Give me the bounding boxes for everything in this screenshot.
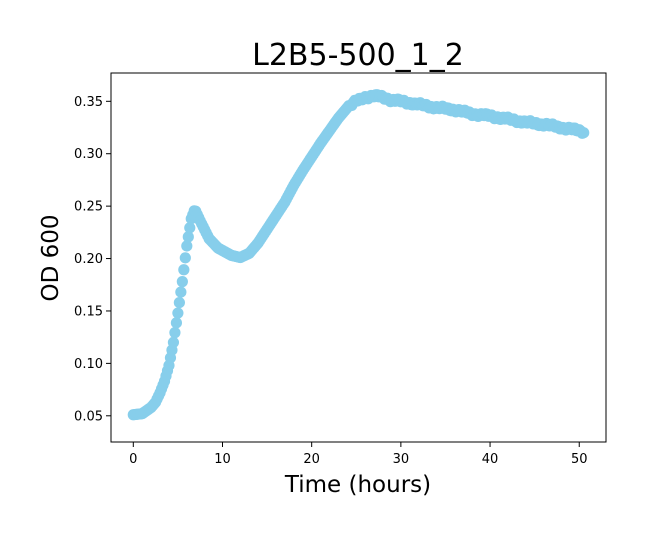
data-point xyxy=(184,222,196,234)
y-tick-label: 0.05 xyxy=(74,409,103,424)
x-axis: 0 10 20 30 40 50 xyxy=(129,442,588,467)
data-point xyxy=(167,336,180,349)
data-point xyxy=(179,252,191,264)
y-axis-label: OD 600 xyxy=(38,214,64,301)
y-tick-label: 0.30 xyxy=(74,147,103,162)
x-tick-label: 20 xyxy=(303,452,320,467)
x-tick-label: 0 xyxy=(129,452,137,467)
x-tick-label: 10 xyxy=(214,452,231,467)
data-point xyxy=(182,231,194,243)
x-tick-label: 50 xyxy=(571,452,588,467)
data-point xyxy=(172,307,184,319)
x-tick-label: 30 xyxy=(393,452,410,467)
y-axis: 0.05 0.10 0.15 0.20 0.25 0.30 0.35 xyxy=(74,95,111,424)
x-tick-label: 40 xyxy=(482,452,499,467)
data-point xyxy=(178,264,190,276)
data-point xyxy=(169,327,181,339)
data-points xyxy=(127,89,590,421)
data-point xyxy=(181,240,193,252)
y-tick-label: 0.25 xyxy=(74,200,103,215)
y-tick-label: 0.10 xyxy=(74,357,103,372)
y-tick-label: 0.35 xyxy=(74,95,103,110)
data-point xyxy=(173,296,185,309)
chart-title: L2B5-500_1_2 xyxy=(252,38,464,73)
data-point xyxy=(175,286,187,298)
plot-frame xyxy=(110,72,607,443)
data-point xyxy=(578,127,590,139)
y-tick-label: 0.15 xyxy=(74,304,103,319)
x-axis-label: Time (hours) xyxy=(284,472,431,498)
data-point xyxy=(170,317,183,329)
data-point xyxy=(176,276,188,288)
y-tick-label: 0.20 xyxy=(74,252,103,267)
